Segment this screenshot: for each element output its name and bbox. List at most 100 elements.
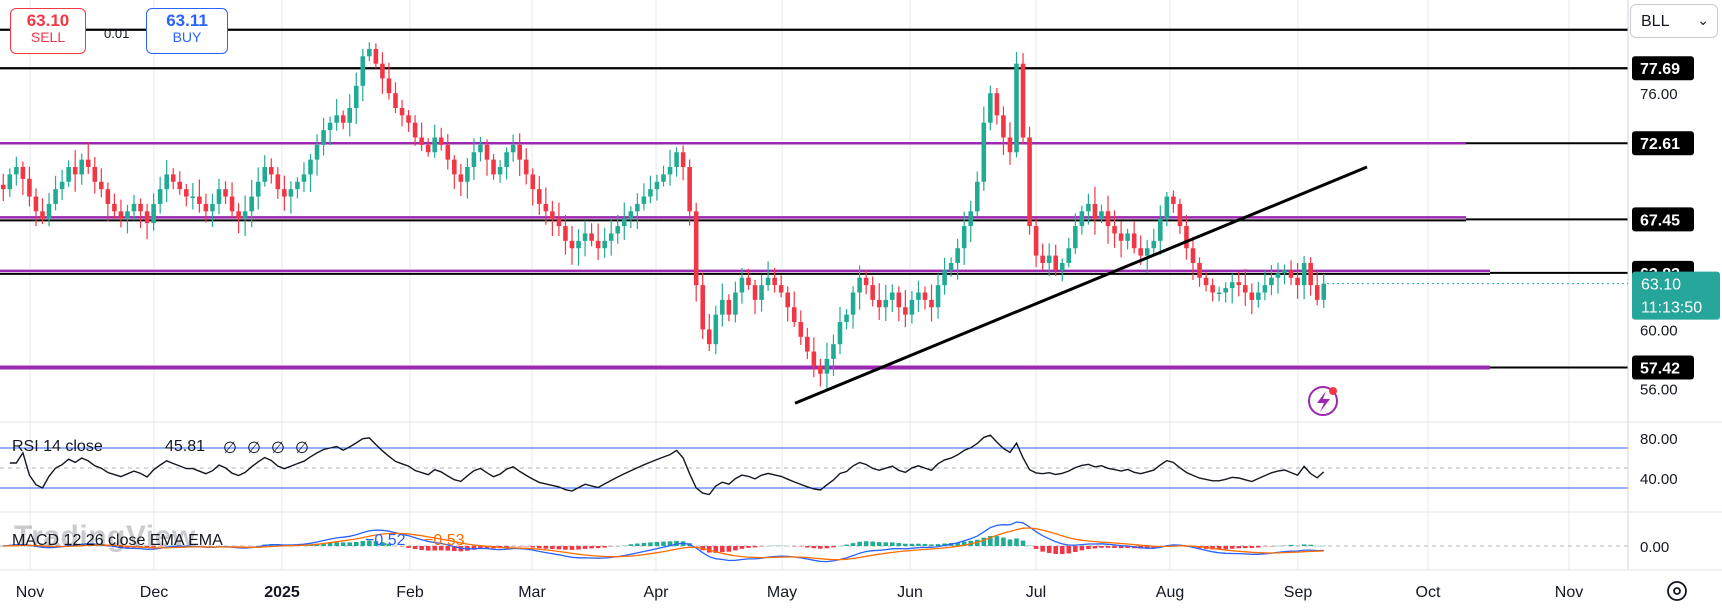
macd-histogram-bar bbox=[236, 546, 241, 547]
candle-body bbox=[569, 240, 575, 249]
macd-tick-label: 0.00 bbox=[1640, 539, 1669, 556]
rsi-pane: 80.00 40.00 bbox=[0, 431, 1678, 496]
candle-body bbox=[916, 292, 921, 300]
candle-body bbox=[1079, 211, 1085, 227]
spread-value: 0.01 bbox=[104, 26, 130, 41]
sell-button[interactable]: 63.10 SELL bbox=[10, 8, 86, 54]
candle-body bbox=[105, 189, 111, 204]
candles bbox=[0, 42, 1327, 391]
candle-body bbox=[680, 152, 686, 168]
macd-pane: 0.00 bbox=[0, 521, 1669, 563]
candle-body bbox=[1020, 63, 1026, 138]
candle-body bbox=[7, 174, 13, 190]
macd-histogram-bar bbox=[40, 546, 45, 548]
macd-histogram-bar bbox=[831, 546, 836, 548]
candle-body bbox=[517, 144, 522, 160]
candle-body bbox=[870, 285, 875, 300]
macd-histogram-bar bbox=[929, 544, 934, 546]
candle-body bbox=[1177, 203, 1183, 227]
candle-body bbox=[229, 196, 235, 212]
candle-body bbox=[1099, 211, 1104, 219]
macd-histogram-bar bbox=[883, 542, 889, 546]
macd-histogram-bar bbox=[1229, 546, 1235, 549]
macd-histogram-bar bbox=[909, 543, 915, 546]
macd-histogram-bar bbox=[406, 546, 411, 548]
rsi-legend-label[interactable]: RSI 14 close bbox=[12, 438, 103, 455]
candle-body bbox=[118, 211, 124, 219]
macd-histogram-bar bbox=[1007, 539, 1013, 546]
candle-body bbox=[1033, 226, 1039, 256]
candle-body bbox=[1066, 248, 1072, 263]
candle-body bbox=[563, 226, 568, 241]
macd-histogram-bar bbox=[1308, 544, 1313, 546]
macd-histogram-bar bbox=[1321, 545, 1327, 547]
candle-body bbox=[844, 314, 849, 323]
macd-histogram-bar bbox=[1053, 546, 1059, 554]
candle-body bbox=[445, 144, 451, 160]
macd-histogram-bar bbox=[1105, 546, 1111, 548]
macd-histogram-bar bbox=[242, 546, 248, 547]
macd-histogram-bar bbox=[452, 546, 457, 552]
candle-body bbox=[288, 189, 294, 197]
macd-histogram-bar bbox=[798, 546, 804, 547]
macd-histogram-bar bbox=[857, 541, 862, 546]
macd-histogram-bar bbox=[890, 542, 895, 546]
macd-histogram-bar bbox=[1243, 546, 1248, 549]
macd-histogram-bar bbox=[1099, 546, 1104, 548]
candle-body bbox=[857, 277, 862, 293]
candle-body bbox=[138, 203, 143, 212]
macd-histogram-bar bbox=[772, 545, 777, 547]
macd-legend-label[interactable]: MACD 12 26 close EMA EMA bbox=[12, 532, 223, 549]
candle-body bbox=[412, 122, 418, 138]
candle-body bbox=[746, 277, 751, 286]
macd-histogram-bar bbox=[367, 540, 372, 546]
macd-histogram-bar bbox=[157, 546, 163, 547]
candle-body bbox=[1282, 270, 1287, 274]
candle-body bbox=[648, 189, 653, 197]
macd-histogram-bar bbox=[471, 546, 477, 550]
time-tick-label: Sep bbox=[1284, 584, 1313, 601]
candle-body bbox=[550, 211, 555, 219]
candle-body bbox=[59, 181, 65, 190]
macd-histogram-bar bbox=[1295, 544, 1300, 546]
candle-body bbox=[1053, 255, 1059, 271]
candle-body bbox=[314, 144, 320, 160]
candle-body bbox=[432, 137, 437, 153]
candle-body bbox=[994, 93, 1000, 116]
candle-body bbox=[399, 107, 405, 116]
buy-label: BUY bbox=[172, 29, 202, 45]
candle-body bbox=[1158, 218, 1163, 241]
buy-button[interactable]: 63.11 BUY bbox=[146, 8, 228, 54]
candle-body bbox=[726, 299, 732, 315]
rsi-legend-value: 45.81 bbox=[165, 438, 206, 455]
candle-body bbox=[170, 174, 176, 182]
candle-body bbox=[720, 299, 725, 315]
macd-histogram-bar bbox=[327, 542, 333, 546]
macd-histogram-bar bbox=[1236, 546, 1242, 549]
macd-histogram-bar bbox=[778, 545, 784, 547]
macd-histogram-bar bbox=[863, 541, 869, 546]
candle-body bbox=[268, 167, 274, 175]
candle-body bbox=[896, 292, 902, 308]
macd-histogram-bar bbox=[824, 546, 830, 549]
macd-histogram-bar bbox=[739, 546, 745, 549]
macd-histogram-bar bbox=[1216, 546, 1222, 550]
candle-body bbox=[1301, 262, 1307, 286]
rsi-placeholder-4: ∅ bbox=[295, 440, 309, 457]
trendline bbox=[794, 165, 1368, 405]
candle-body bbox=[1164, 196, 1170, 219]
time-tick-label: Dec bbox=[140, 584, 168, 601]
macd-histogram-bar bbox=[386, 543, 392, 546]
macd-histogram-bar bbox=[608, 546, 614, 547]
time-tick-label: Jul bbox=[1026, 584, 1046, 601]
candle-body bbox=[929, 299, 934, 308]
candle-body bbox=[1144, 248, 1150, 256]
candle-body bbox=[713, 314, 719, 345]
candle-body bbox=[759, 285, 764, 300]
price-tick-label: 56.00 bbox=[1640, 381, 1678, 398]
symbol-selector[interactable]: BLL ⌄ bbox=[1630, 4, 1718, 38]
candle-body bbox=[380, 63, 385, 79]
candle-body bbox=[831, 344, 836, 359]
